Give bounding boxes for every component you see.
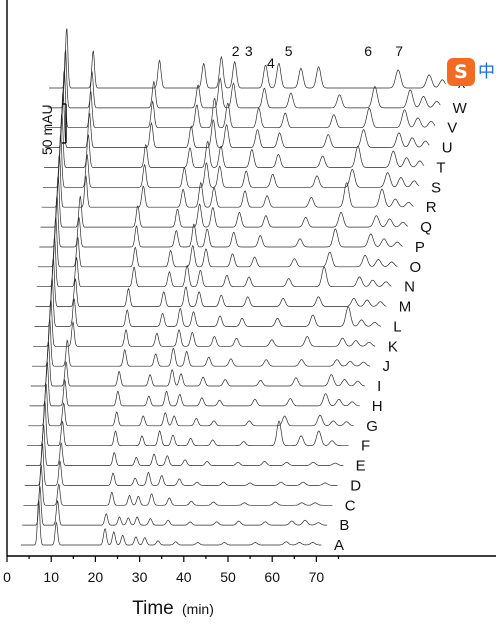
series-line xyxy=(23,464,333,506)
series-line xyxy=(47,49,441,109)
series-label: ^ xyxy=(458,80,465,97)
x-tick-label: 50 xyxy=(220,569,236,585)
series-label: L xyxy=(393,318,401,335)
series-line xyxy=(49,28,446,89)
series-label: D xyxy=(350,477,361,494)
ime-badge[interactable]: S 中 xyxy=(447,58,496,86)
series-line xyxy=(34,278,382,327)
series-label: R xyxy=(426,199,437,216)
series-label: Q xyxy=(420,219,432,236)
series-label: O xyxy=(410,259,422,276)
series-line xyxy=(33,299,376,347)
series-line xyxy=(30,341,365,387)
series-label: V xyxy=(447,120,457,137)
series-line xyxy=(40,175,409,228)
series-line xyxy=(46,69,436,129)
x-tick-label: 30 xyxy=(132,569,148,585)
series-label: T xyxy=(436,160,445,177)
series-line xyxy=(22,486,328,526)
series-line xyxy=(38,216,398,268)
series-line xyxy=(39,195,403,248)
series-line xyxy=(28,383,354,427)
series-line xyxy=(45,91,430,148)
peak-label: 4 xyxy=(267,55,275,71)
ime-language-label: 中 xyxy=(478,62,495,82)
series-label: K xyxy=(388,338,398,355)
peak-label: 6 xyxy=(364,43,372,59)
series-label: U xyxy=(442,140,453,157)
x-axis-unit-label: (min) xyxy=(182,601,214,617)
series-label: S xyxy=(431,179,441,196)
series-label: W xyxy=(453,100,468,117)
peak-label: 3 xyxy=(245,43,253,59)
series-line xyxy=(25,425,344,466)
series-label: E xyxy=(356,458,366,475)
x-axis-label: Time xyxy=(132,598,174,619)
series-label: C xyxy=(345,497,356,514)
axis-group: 0 10 20 30 40 50 60 70 xyxy=(3,0,496,585)
series-label: B xyxy=(339,517,349,534)
series-label: A xyxy=(334,537,344,554)
series-label: G xyxy=(366,418,378,435)
series-line xyxy=(27,401,349,447)
series-line xyxy=(41,153,414,208)
x-tick-label: 40 xyxy=(176,569,192,585)
trace-group xyxy=(21,28,446,546)
peak-label-group: 2 345 6 7 xyxy=(232,43,404,71)
series-label: J xyxy=(383,358,391,375)
x-tick-label: 60 xyxy=(264,569,280,585)
x-tick-label: 20 xyxy=(88,569,104,585)
x-tick-label: 0 xyxy=(3,569,11,585)
scale-bar: 50 mAU xyxy=(39,103,67,155)
series-label: H xyxy=(372,398,383,415)
series-line xyxy=(42,134,420,188)
series-line xyxy=(36,236,392,288)
scale-bar-label: 50 mAU xyxy=(39,104,55,155)
series-line xyxy=(35,258,387,307)
series-label: M xyxy=(399,299,412,316)
x-tick-label: 10 xyxy=(43,569,59,585)
series-label: I xyxy=(377,378,381,395)
series-line xyxy=(24,443,338,486)
peak-label: 7 xyxy=(395,43,403,59)
series-label: P xyxy=(415,239,425,256)
series-line xyxy=(21,500,322,546)
series-label: F xyxy=(361,438,370,455)
peak-label: 2 xyxy=(232,43,240,59)
series-line xyxy=(44,112,425,168)
series-line xyxy=(32,319,371,367)
ime-logo-icon: S xyxy=(447,58,475,86)
peak-label: 5 xyxy=(285,43,293,59)
series-label: N xyxy=(404,279,415,296)
x-tick-label: 70 xyxy=(309,569,325,585)
series-line xyxy=(29,361,360,407)
